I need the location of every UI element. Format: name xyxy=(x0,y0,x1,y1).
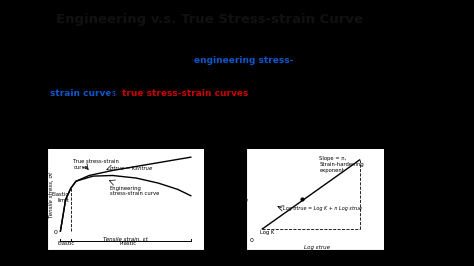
Text: Elastic
limit: Elastic limit xyxy=(52,192,69,203)
Text: σtrue = Kεntrue: σtrue = Kεntrue xyxy=(110,166,152,171)
Text: Two: Two xyxy=(51,56,70,65)
Text: True stress-strain
curve: True stress-strain curve xyxy=(73,159,119,170)
Text: strain curves: strain curves xyxy=(51,89,118,98)
Text: 0: 0 xyxy=(54,230,58,235)
Text: stress-strain curves: stress-strain curves xyxy=(111,56,213,65)
Text: Log σtrue: Log σtrue xyxy=(244,180,249,207)
Text: Slope = n,
Strain-hardening
exponent: Slope = n, Strain-hardening exponent xyxy=(319,156,364,173)
Text: engineering stress-: engineering stress- xyxy=(194,56,293,65)
Text: types of: types of xyxy=(70,56,112,65)
Text: :: : xyxy=(186,56,192,65)
Text: Log σtrue = Log K + n Log εtrue: Log σtrue = Log K + n Log εtrue xyxy=(283,206,362,211)
Text: Tensile stress, σt: Tensile stress, σt xyxy=(49,171,54,218)
Text: true stress-strain curves: true stress-strain curves xyxy=(122,89,248,98)
Text: •: • xyxy=(38,56,47,65)
Text: Engineering
stress-strain curve: Engineering stress-strain curve xyxy=(110,186,159,196)
Text: Elastic: Elastic xyxy=(57,241,74,246)
Text: 0: 0 xyxy=(250,238,254,243)
Text: Log K: Log K xyxy=(260,230,274,235)
Text: .: . xyxy=(238,89,241,98)
Text: Engineering v.s. True Stress-strain Curve: Engineering v.s. True Stress-strain Curv… xyxy=(56,13,363,26)
Text: Tensile strain, εt: Tensile strain, εt xyxy=(103,237,148,242)
Text: and: and xyxy=(106,89,129,98)
Text: Plastic: Plastic xyxy=(119,241,137,246)
Text: Log εtrue: Log εtrue xyxy=(304,245,330,250)
